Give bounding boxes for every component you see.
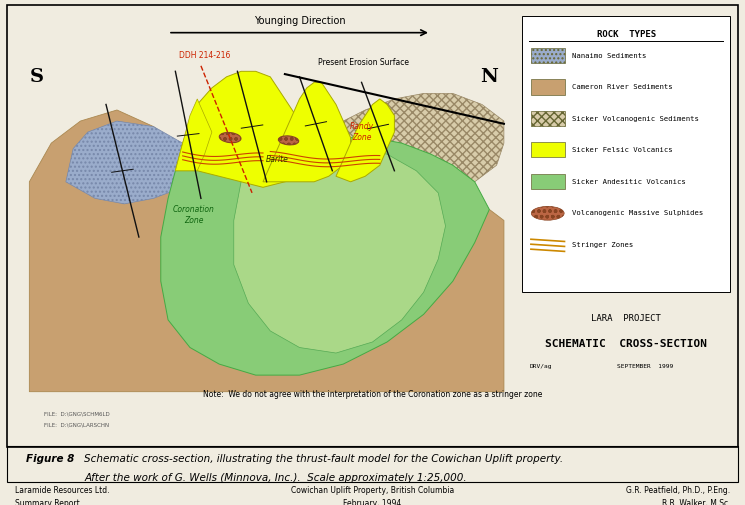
Text: Nanaimo Sediments: Nanaimo Sediments: [572, 53, 646, 59]
Text: Randy
Zone: Randy Zone: [349, 122, 373, 142]
Ellipse shape: [279, 136, 299, 145]
Text: February, 1994: February, 1994: [343, 499, 402, 505]
Text: Note:  We do not agree with the interpretation of the Coronation zone as a strin: Note: We do not agree with the interpret…: [203, 390, 542, 399]
Bar: [531, 111, 565, 126]
Text: N: N: [481, 68, 498, 86]
Text: Laramide Resources Ltd.: Laramide Resources Ltd.: [15, 486, 110, 494]
Text: DRV/ag: DRV/ag: [530, 364, 552, 369]
Text: Cowichan Uplift Property, British Columbia: Cowichan Uplift Property, British Columb…: [291, 486, 454, 494]
Text: Figure 8: Figure 8: [25, 454, 74, 464]
Text: LARA  PROJECT: LARA PROJECT: [592, 314, 661, 323]
Text: G.R. Peatfield, Ph.D., P.Eng.: G.R. Peatfield, Ph.D., P.Eng.: [626, 486, 730, 494]
Polygon shape: [161, 137, 489, 375]
Text: SEPTEMBER  1999: SEPTEMBER 1999: [617, 364, 673, 369]
Text: SCHEMATIC  CROSS-SECTION: SCHEMATIC CROSS-SECTION: [545, 339, 707, 349]
Text: Younging Direction: Younging Direction: [254, 16, 345, 26]
Text: R.R. Walker, M.Sc.: R.R. Walker, M.Sc.: [662, 499, 730, 505]
Text: Cameron River Sediments: Cameron River Sediments: [572, 84, 673, 90]
Bar: [531, 79, 565, 94]
Text: Volcanogenic Massive Sulphides: Volcanogenic Massive Sulphides: [572, 210, 703, 216]
Polygon shape: [336, 99, 394, 182]
Text: Coronation
Zone: Coronation Zone: [173, 205, 215, 225]
Text: Sicker Felsic Volcanics: Sicker Felsic Volcanics: [572, 147, 673, 154]
Text: DDH 214-216: DDH 214-216: [179, 52, 230, 60]
Text: Schematic cross-section, illustrating the thrust-fault model for the Cowichan Up: Schematic cross-section, illustrating th…: [84, 454, 563, 464]
Text: Barite: Barite: [266, 155, 289, 164]
Bar: [531, 142, 565, 158]
Bar: [531, 174, 565, 189]
Polygon shape: [66, 121, 205, 204]
Polygon shape: [263, 82, 351, 182]
Text: S: S: [30, 68, 44, 86]
Bar: [531, 47, 565, 63]
Polygon shape: [29, 110, 504, 392]
Ellipse shape: [219, 132, 241, 143]
Text: Summary Report: Summary Report: [15, 499, 80, 505]
Text: After the work of G. Wells (Minnova, Inc.).  Scale approximately 1:25,000.: After the work of G. Wells (Minnova, Inc…: [84, 473, 466, 483]
Text: Stringer Zones: Stringer Zones: [572, 242, 633, 248]
Polygon shape: [175, 99, 212, 171]
Text: Sicker Andesitic Volcanics: Sicker Andesitic Volcanics: [572, 179, 685, 185]
Text: ROCK  TYPES: ROCK TYPES: [597, 30, 656, 39]
Text: FILE:  D:\GNG\LARSCHN: FILE: D:\GNG\LARSCHN: [44, 422, 109, 427]
Polygon shape: [175, 71, 321, 187]
Ellipse shape: [531, 207, 564, 220]
Bar: [522, 16, 730, 292]
Text: FILE:  D:\GNG\SCHM6LD: FILE: D:\GNG\SCHM6LD: [44, 411, 110, 416]
Text: Sicker Volcanogenic Sediments: Sicker Volcanogenic Sediments: [572, 116, 699, 122]
Polygon shape: [336, 93, 504, 198]
Polygon shape: [234, 148, 446, 353]
Text: Present Erosion Surface: Present Erosion Surface: [317, 58, 409, 67]
